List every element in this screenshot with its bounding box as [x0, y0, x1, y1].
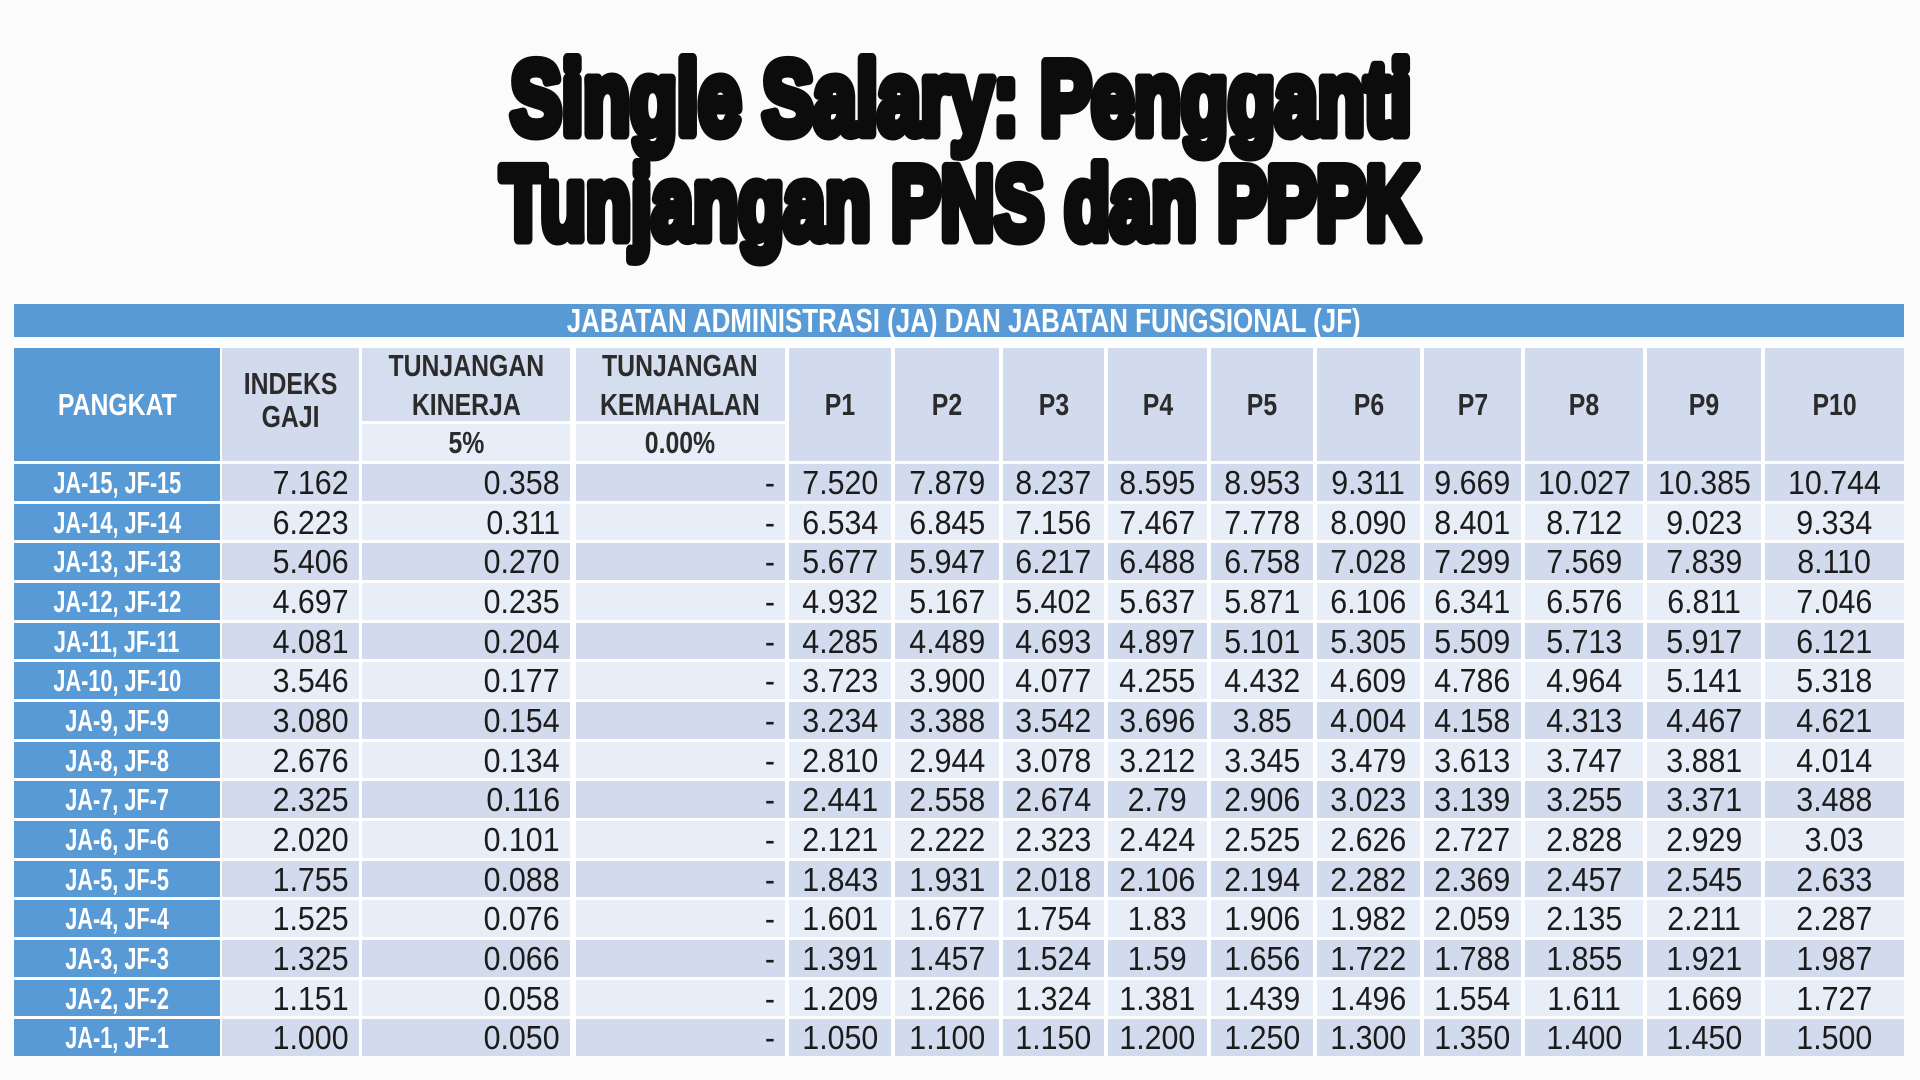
svg-text:Single Salary: Pengganti: Single Salary: Pengganti: [511, 41, 1412, 157]
svg-text:Tunjangan PNS dan PPPK: Tunjangan PNS dan PPPK: [501, 146, 1420, 262]
